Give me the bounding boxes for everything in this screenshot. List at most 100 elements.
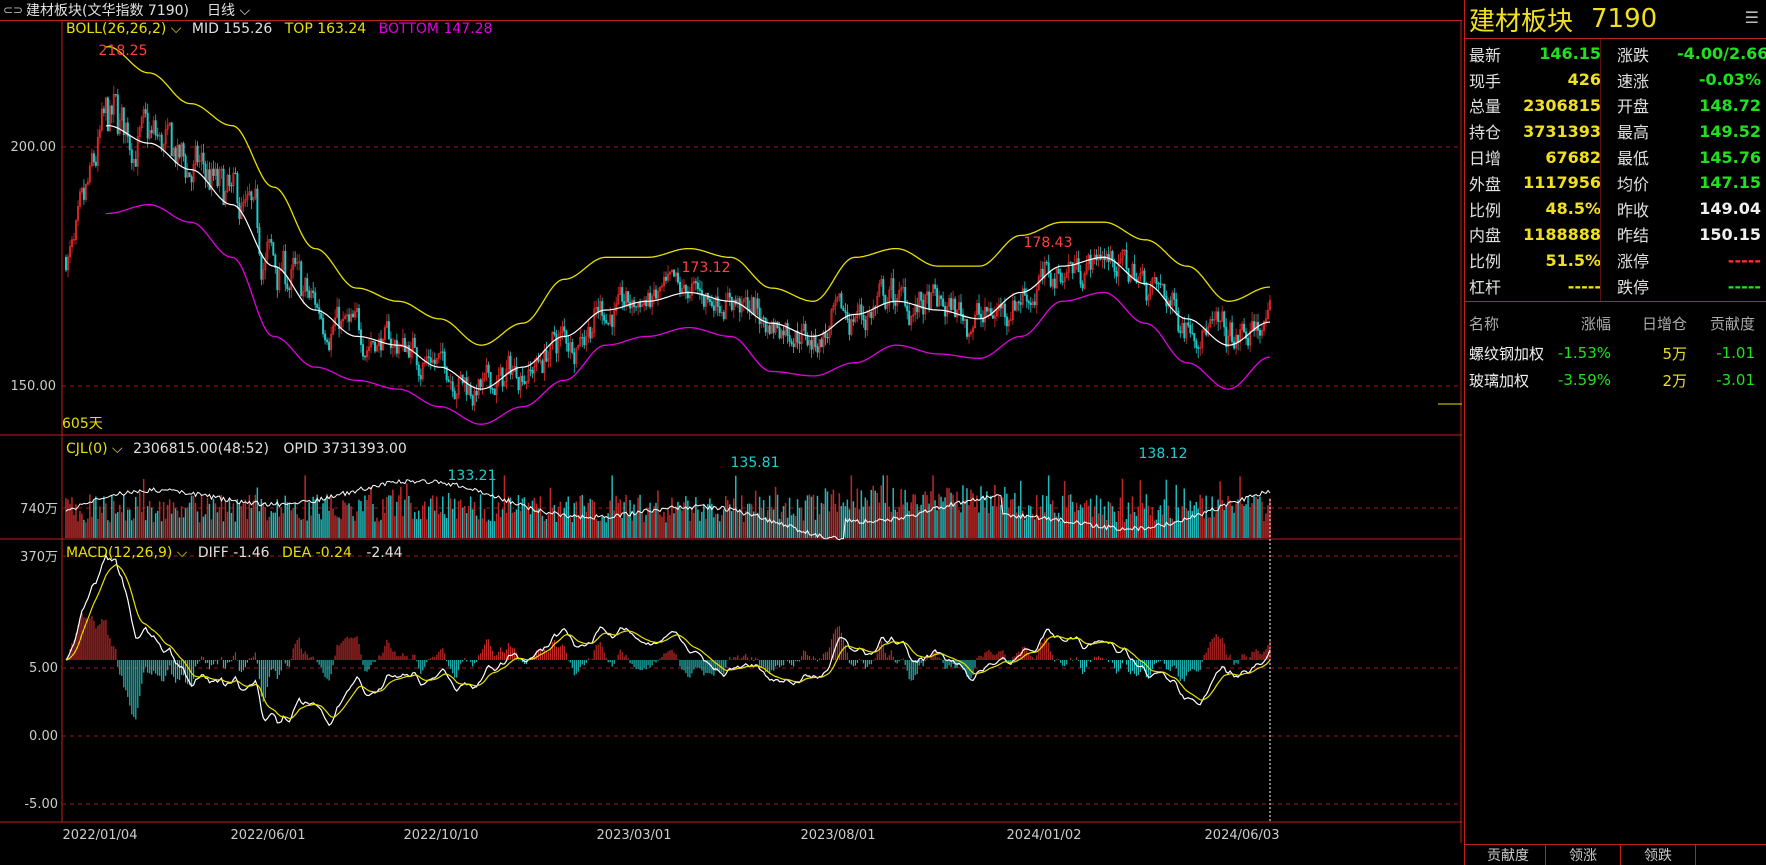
macd-bar bbox=[398, 656, 400, 660]
candle-body bbox=[451, 381, 454, 392]
volume-bar bbox=[890, 511, 892, 538]
candle-body bbox=[308, 290, 311, 298]
macd-bar bbox=[244, 660, 246, 668]
macd-bar bbox=[444, 653, 446, 660]
candle-body bbox=[1153, 277, 1156, 279]
volume-legend[interactable]: CJL(0) ⌵ 2306815.00(48:52) OPID 3731393.… bbox=[66, 441, 407, 457]
volume-bar bbox=[625, 494, 627, 538]
macd-bar bbox=[334, 655, 336, 660]
chart-area[interactable]: 200.00 150.00 BOLL(26,26,2) ⌵ MID 155.26… bbox=[0, 21, 1462, 843]
tab-leading-down[interactable]: 领跌 bbox=[1621, 845, 1696, 865]
volume-bar bbox=[338, 517, 340, 538]
volume-bar bbox=[746, 503, 749, 538]
candle-body bbox=[1031, 301, 1034, 306]
menu-icon[interactable]: ☰ bbox=[1744, 8, 1759, 27]
candle-body bbox=[744, 297, 747, 300]
candle-body bbox=[503, 381, 506, 387]
volume-bar bbox=[962, 485, 964, 538]
boll-legend[interactable]: BOLL(26,26,2) ⌵ MID 155.26 TOP 163.24 BO… bbox=[66, 21, 492, 37]
macd-bar bbox=[446, 660, 448, 662]
candle-body bbox=[1123, 249, 1126, 252]
candle-body bbox=[784, 322, 787, 336]
volume-bar bbox=[366, 499, 368, 538]
macd-legend[interactable]: MACD(12,26,9) ⌵ DIFF -1.46 DEA -0.24 -2.… bbox=[66, 545, 403, 561]
volume-bar bbox=[1215, 512, 1217, 538]
link-icon[interactable]: ⊂⊃ bbox=[2, 3, 24, 17]
tab-leading-up[interactable]: 领涨 bbox=[1546, 845, 1621, 865]
volume-bar bbox=[966, 488, 968, 538]
macd-bar bbox=[260, 660, 262, 697]
macd-bar bbox=[366, 660, 368, 672]
candle-body bbox=[71, 239, 74, 247]
macd-bar bbox=[238, 660, 240, 671]
candle-body bbox=[353, 311, 356, 318]
candle-body bbox=[344, 315, 347, 320]
candle-body bbox=[940, 295, 943, 299]
volume-bar bbox=[802, 520, 805, 538]
candle-body bbox=[1109, 251, 1112, 262]
macd-bar bbox=[597, 644, 599, 660]
candle-body bbox=[413, 337, 416, 348]
candle-body bbox=[912, 314, 915, 317]
macd-bar bbox=[208, 660, 211, 670]
macd-bar bbox=[322, 660, 324, 673]
macd-bar bbox=[163, 660, 165, 682]
macd-bar bbox=[974, 660, 976, 668]
macd-bar bbox=[633, 660, 635, 667]
volume-bar bbox=[1265, 513, 1267, 538]
volume-bar bbox=[443, 514, 446, 538]
macd-bar bbox=[280, 660, 282, 671]
candle-body bbox=[228, 174, 231, 186]
macd-bar bbox=[1121, 660, 1124, 664]
macd-bar bbox=[107, 634, 109, 660]
volume-bar bbox=[491, 475, 494, 538]
volume-bar bbox=[1149, 515, 1152, 538]
volume-bar bbox=[178, 517, 181, 538]
macd-bar bbox=[460, 660, 462, 664]
candle-body bbox=[547, 358, 550, 362]
tab-contribution[interactable]: 贡献度 bbox=[1471, 845, 1546, 865]
quote-table: 最新146.15涨跌-4.00/2.66%现手426速涨-0.03%总量2306… bbox=[1465, 38, 1766, 302]
volume-bar bbox=[970, 489, 972, 538]
component-row[interactable]: 玻璃加权 -3.59% 2万 -3.01 bbox=[1465, 367, 1766, 394]
candle-body bbox=[954, 298, 957, 318]
candle-body bbox=[80, 187, 83, 193]
macd-bar bbox=[577, 660, 579, 672]
candle-body bbox=[1005, 316, 1008, 327]
volume-bar bbox=[665, 522, 667, 538]
volume-bar bbox=[611, 475, 613, 538]
component-row[interactable]: 螺纹钢加权 -1.53% 5万 -1.01 bbox=[1465, 340, 1766, 367]
candle-body bbox=[1201, 330, 1204, 348]
candle-body bbox=[918, 291, 921, 313]
volume-bar bbox=[944, 497, 946, 538]
macd-bar bbox=[797, 660, 799, 662]
candle-body bbox=[1193, 333, 1196, 342]
volume-bar bbox=[872, 485, 874, 538]
candle-body bbox=[830, 309, 833, 327]
macd-bar bbox=[414, 654, 416, 660]
volume-bar bbox=[380, 519, 382, 538]
volume-bar bbox=[643, 521, 645, 538]
candle-body bbox=[102, 108, 105, 114]
macd-bar bbox=[484, 644, 486, 660]
volume-bar bbox=[629, 500, 631, 538]
volume-bar bbox=[523, 497, 526, 538]
candle-body bbox=[924, 294, 927, 315]
candle-body bbox=[595, 306, 598, 309]
candle-body bbox=[499, 367, 502, 376]
macd-bar bbox=[725, 660, 727, 668]
candle-body bbox=[1067, 262, 1070, 274]
volume-bar bbox=[220, 494, 223, 538]
volume-bar bbox=[697, 509, 699, 538]
volume-bar bbox=[457, 501, 460, 538]
period-selector[interactable]: 日线 ⌵ bbox=[207, 0, 250, 20]
macd-bar bbox=[1153, 660, 1155, 665]
macd-bar bbox=[1084, 660, 1086, 673]
macd-bar bbox=[1149, 660, 1151, 676]
macd-bar bbox=[502, 651, 504, 660]
macd-bar bbox=[1177, 660, 1179, 677]
candle-body bbox=[100, 108, 103, 131]
macd-bar bbox=[486, 639, 488, 660]
candle-body bbox=[692, 281, 695, 285]
candle-body bbox=[250, 191, 253, 201]
